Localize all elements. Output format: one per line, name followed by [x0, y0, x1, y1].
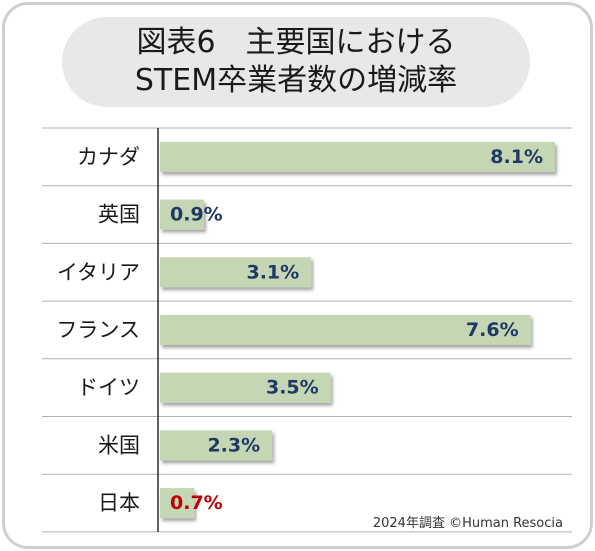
value-label: 0.7% [170, 492, 223, 514]
category-label: イタリア [57, 260, 140, 284]
bar [160, 314, 531, 345]
bar [160, 257, 312, 288]
value-label: 3.5% [266, 377, 319, 399]
chart-title-line1: 図表6 主要国における [136, 25, 456, 60]
category-label: ドイツ [77, 376, 140, 400]
bar [160, 372, 331, 403]
category-label: 英国 [98, 203, 140, 227]
category-label: カナダ [77, 145, 140, 169]
value-label: 8.1% [490, 146, 543, 168]
chart-title-line2: STEM卒業者数の増減率 [134, 63, 458, 98]
value-label: 0.9% [170, 204, 223, 226]
bar [160, 199, 204, 230]
value-label: 3.1% [246, 261, 299, 283]
title-banner: 図表6 主要国における STEM卒業者数の増減率 [62, 17, 530, 107]
category-label: フランス [56, 318, 140, 342]
category-label: 米国 [98, 433, 140, 457]
category-label: 日本 [98, 491, 140, 515]
bar [160, 488, 195, 519]
value-label: 2.3% [207, 434, 260, 456]
bar [160, 430, 273, 461]
bar [160, 141, 555, 172]
source-note: 2024年調査 ©Human Resocia [372, 516, 563, 531]
value-label: 7.6% [466, 319, 519, 341]
